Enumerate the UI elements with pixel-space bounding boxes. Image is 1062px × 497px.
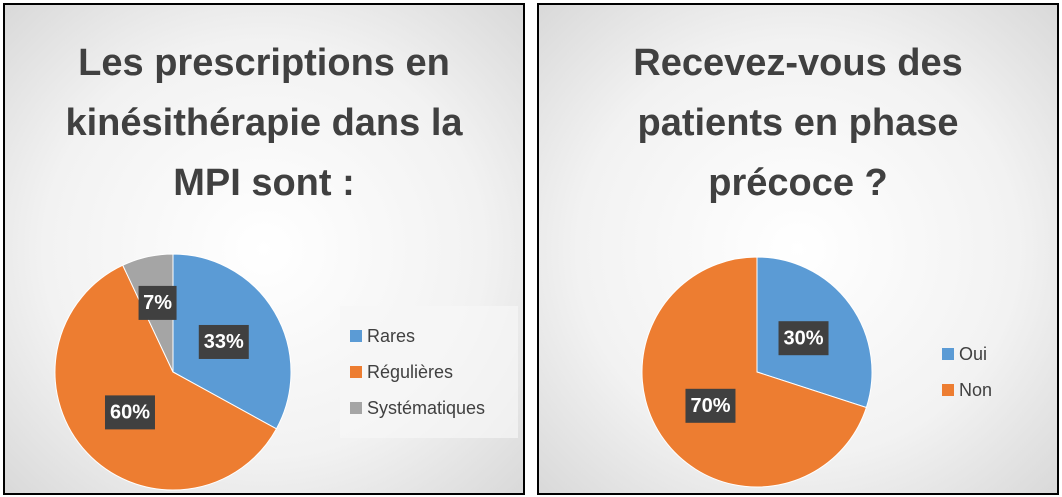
legend-swatch: [350, 330, 362, 342]
legend-swatch: [350, 366, 362, 378]
chart: 30% 70% Oui Non: [641, 256, 992, 488]
legend-label: Non: [959, 380, 992, 400]
data-label-box: [778, 321, 829, 356]
chart-title: Recevez-vous des patients en phase préco…: [633, 42, 963, 204]
data-label: 60%: [110, 402, 150, 424]
legend-label: Systématiques: [367, 398, 485, 418]
data-label: 33%: [204, 331, 244, 353]
legend-swatch: [942, 348, 954, 360]
chart: 33% 60% 7% Rares Régulières Systématiques: [54, 253, 518, 491]
data-label: 70%: [690, 395, 730, 417]
legend-swatch: [942, 384, 954, 396]
chart-panel: Les prescriptions en kinésithérapie dans…: [3, 3, 525, 495]
pie-slice: [54, 264, 278, 491]
data-label-box: [685, 388, 736, 423]
data-label: 7%: [143, 292, 172, 314]
legend-swatch: [350, 402, 362, 414]
data-label: 30%: [784, 327, 824, 349]
chart-title: Les prescriptions en kinésithérapie dans…: [65, 42, 463, 204]
pie-slice: [641, 256, 868, 488]
data-label-box: [104, 395, 155, 430]
legend-label: Rares: [367, 326, 415, 346]
chart-panel: Recevez-vous des patients en phase préco…: [537, 3, 1059, 495]
data-label-box: [198, 324, 249, 359]
data-label-box: [138, 285, 177, 320]
legend-label: Régulières: [367, 362, 453, 382]
legend-label: Oui: [959, 344, 987, 364]
legend-box: [340, 306, 518, 438]
